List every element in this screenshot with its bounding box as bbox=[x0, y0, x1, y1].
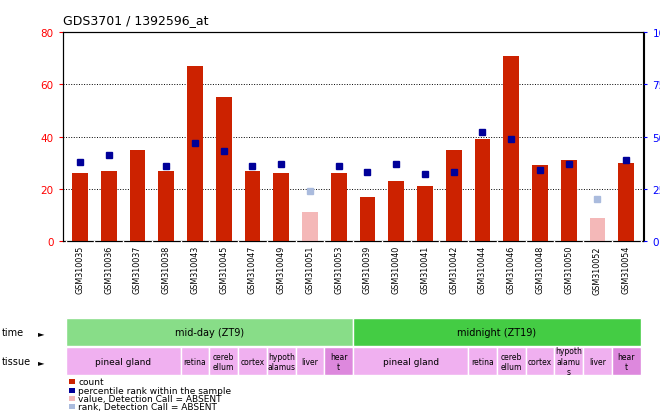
Text: GSM310045: GSM310045 bbox=[219, 245, 228, 294]
Bar bbox=[158, 171, 174, 242]
Bar bbox=[532, 166, 548, 242]
Bar bbox=[187, 67, 203, 242]
Bar bbox=[296, 347, 324, 375]
Text: GSM310054: GSM310054 bbox=[622, 245, 631, 294]
Text: midnight (ZT19): midnight (ZT19) bbox=[457, 328, 537, 337]
Bar bbox=[331, 174, 347, 242]
Text: GSM310037: GSM310037 bbox=[133, 245, 142, 294]
Bar bbox=[273, 174, 289, 242]
Bar bbox=[65, 318, 353, 347]
Text: GSM310046: GSM310046 bbox=[507, 245, 515, 294]
Text: GSM310050: GSM310050 bbox=[564, 245, 574, 294]
Text: GSM310047: GSM310047 bbox=[248, 245, 257, 294]
Text: value, Detection Call = ABSENT: value, Detection Call = ABSENT bbox=[78, 394, 222, 403]
Bar bbox=[72, 174, 88, 242]
Text: GSM310048: GSM310048 bbox=[535, 245, 544, 294]
Text: ►: ► bbox=[38, 328, 44, 337]
Bar bbox=[209, 347, 238, 375]
Bar bbox=[353, 318, 641, 347]
Bar bbox=[181, 347, 209, 375]
Text: time: time bbox=[1, 328, 24, 337]
Text: tissue: tissue bbox=[1, 356, 30, 366]
Bar bbox=[65, 347, 181, 375]
Text: GSM310041: GSM310041 bbox=[420, 245, 430, 294]
Bar bbox=[129, 150, 145, 242]
Bar bbox=[216, 98, 232, 242]
Bar bbox=[267, 347, 296, 375]
Bar bbox=[504, 57, 519, 242]
Text: GSM310036: GSM310036 bbox=[104, 245, 114, 294]
Bar bbox=[101, 171, 117, 242]
Text: cortex: cortex bbox=[240, 357, 265, 366]
Text: rank, Detection Call = ABSENT: rank, Detection Call = ABSENT bbox=[78, 402, 217, 411]
Bar bbox=[475, 140, 490, 242]
Text: GSM310053: GSM310053 bbox=[334, 245, 343, 294]
Text: GDS3701 / 1392596_at: GDS3701 / 1392596_at bbox=[63, 14, 208, 27]
Text: GSM310035: GSM310035 bbox=[75, 245, 84, 294]
Bar bbox=[360, 197, 376, 242]
Bar bbox=[497, 347, 525, 375]
Text: pineal gland: pineal gland bbox=[95, 357, 151, 366]
Text: GSM310044: GSM310044 bbox=[478, 245, 487, 294]
Text: GSM310038: GSM310038 bbox=[162, 245, 171, 294]
Text: hear
t: hear t bbox=[330, 352, 347, 371]
Bar bbox=[618, 164, 634, 242]
Bar bbox=[245, 171, 261, 242]
Bar bbox=[324, 347, 353, 375]
Text: GSM310042: GSM310042 bbox=[449, 245, 458, 294]
Text: liver: liver bbox=[589, 357, 606, 366]
Text: GSM310043: GSM310043 bbox=[191, 245, 199, 294]
Bar bbox=[446, 150, 461, 242]
Text: liver: liver bbox=[302, 357, 318, 366]
Bar bbox=[353, 347, 468, 375]
Text: cereb
ellum: cereb ellum bbox=[500, 352, 522, 371]
Text: GSM310040: GSM310040 bbox=[392, 245, 401, 294]
Text: ►: ► bbox=[38, 357, 44, 366]
Text: hypoth
alamu
s: hypoth alamu s bbox=[555, 347, 582, 376]
Bar bbox=[525, 347, 554, 375]
Bar bbox=[468, 347, 497, 375]
Text: retina: retina bbox=[183, 357, 207, 366]
Text: hear
t: hear t bbox=[618, 352, 635, 371]
Text: retina: retina bbox=[471, 357, 494, 366]
Text: GSM310052: GSM310052 bbox=[593, 245, 602, 294]
Text: cereb
ellum: cereb ellum bbox=[213, 352, 234, 371]
Text: hypoth
alamus: hypoth alamus bbox=[267, 352, 295, 371]
Text: mid-day (ZT9): mid-day (ZT9) bbox=[175, 328, 244, 337]
Bar bbox=[561, 161, 577, 242]
Bar bbox=[612, 347, 641, 375]
Bar bbox=[554, 347, 583, 375]
Bar bbox=[388, 182, 404, 242]
Text: pineal gland: pineal gland bbox=[383, 357, 439, 366]
Text: GSM310039: GSM310039 bbox=[363, 245, 372, 294]
Bar bbox=[417, 187, 433, 242]
Text: cortex: cortex bbox=[528, 357, 552, 366]
Text: GSM310049: GSM310049 bbox=[277, 245, 286, 294]
Text: GSM310051: GSM310051 bbox=[306, 245, 314, 294]
Text: percentile rank within the sample: percentile rank within the sample bbox=[78, 386, 231, 395]
Bar bbox=[238, 347, 267, 375]
Bar bbox=[589, 218, 605, 242]
Text: count: count bbox=[78, 377, 104, 387]
Bar bbox=[583, 347, 612, 375]
Bar bbox=[302, 213, 318, 242]
